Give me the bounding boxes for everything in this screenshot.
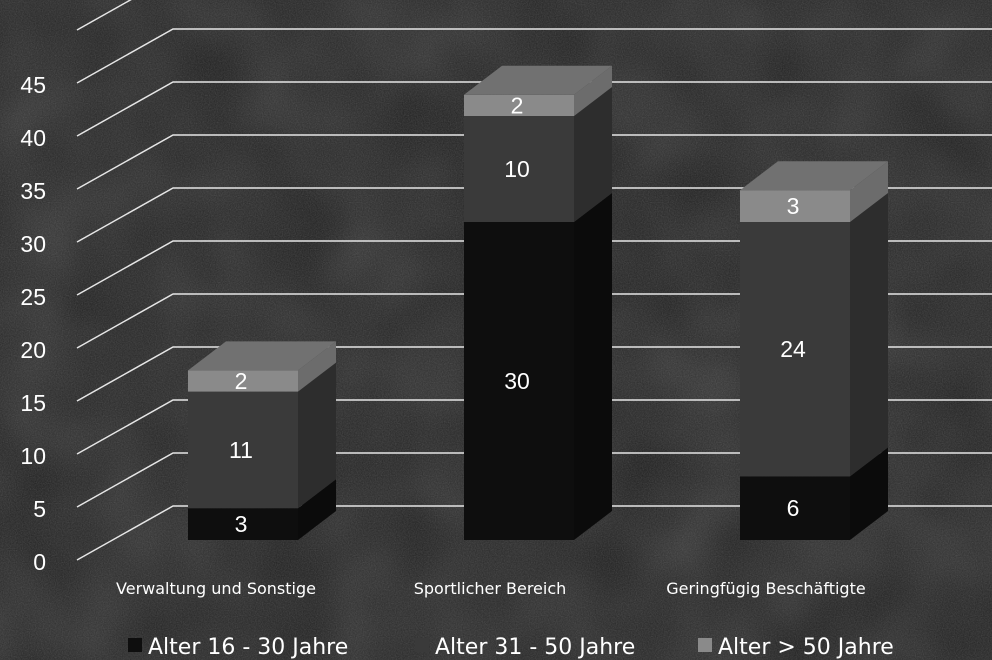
category-label: Geringfügig Beschäftigte xyxy=(666,579,865,598)
bar-stack-2 xyxy=(740,161,888,540)
bar-segment-side xyxy=(574,193,612,540)
y-tick-label: 25 xyxy=(20,284,46,310)
bar-segment-side xyxy=(850,447,888,540)
gridline-50 xyxy=(76,0,132,31)
legend-item-0: Alter 16 - 30 Jahre xyxy=(128,635,348,660)
legend-label: Alter > 50 Jahre xyxy=(718,635,894,660)
data-label: 2 xyxy=(511,92,524,118)
bars xyxy=(188,65,888,540)
bar-stack-1 xyxy=(464,65,612,540)
category-label: Verwaltung und Sonstige xyxy=(116,579,316,598)
y-tick-label: 45 xyxy=(20,72,46,98)
bar-segment-side xyxy=(850,193,888,477)
data-label: 2 xyxy=(235,368,248,394)
bar-top-face xyxy=(464,65,612,95)
gridline-5 xyxy=(76,452,992,508)
y-tick-label: 0 xyxy=(33,549,46,575)
data-label: 11 xyxy=(229,437,253,463)
bar-stack-0 xyxy=(188,341,336,540)
bar-segment-side xyxy=(574,65,612,116)
y-tick-label: 20 xyxy=(20,337,46,363)
legend-item-1: Alter 31 - 50 Jahre xyxy=(415,635,635,660)
category-label: Sportlicher Bereich xyxy=(414,579,567,598)
data-label: 30 xyxy=(504,368,530,394)
gridline-0 xyxy=(76,505,992,561)
data-label: 10 xyxy=(504,156,530,182)
y-tick-label: 40 xyxy=(20,125,46,151)
bar-segment-side xyxy=(574,87,612,222)
y-tick-label: 35 xyxy=(20,178,46,204)
bar-segment-front xyxy=(464,116,574,222)
data-label: 3 xyxy=(235,511,248,537)
bar-segment-side xyxy=(298,362,336,509)
bar-segment-front xyxy=(188,370,298,392)
legend-label: Alter 31 - 50 Jahre xyxy=(435,635,635,660)
data-label: 3 xyxy=(787,193,800,219)
gridline-35 xyxy=(76,134,992,190)
bar-segment-side xyxy=(850,161,888,222)
bar-segment-side xyxy=(298,341,336,392)
legend-item-2: Alter > 50 Jahre xyxy=(698,635,894,660)
bar-segment-front xyxy=(188,391,298,509)
gridline-45 xyxy=(76,28,992,84)
y-tick-label: 15 xyxy=(20,390,46,416)
bar-segment-front xyxy=(740,222,850,477)
bar-top-face xyxy=(740,161,888,191)
bar-segment-front xyxy=(740,476,850,540)
data-label: 6 xyxy=(787,495,800,521)
legend-swatch xyxy=(698,638,712,652)
bar-segment-front xyxy=(188,508,298,540)
gridline-20 xyxy=(76,293,992,349)
gridline-25 xyxy=(76,240,992,296)
legend-label: Alter 16 - 30 Jahre xyxy=(148,635,348,660)
legend: Alter 16 - 30 Jahre Alter 31 - 50 Jahre Al… xyxy=(128,635,894,660)
gridline-30 xyxy=(76,187,992,243)
bar-segment-front xyxy=(464,222,574,540)
bar-segment-side xyxy=(298,479,336,540)
legend-swatch xyxy=(415,638,429,652)
data-label: 24 xyxy=(780,336,806,362)
labels: 0 5 10 15 20 25 30 35 40 45 3 11 2 30 10 2 6 24 3 Verwaltun… xyxy=(20,72,865,598)
y-tick-label: 10 xyxy=(20,443,46,469)
bar-segment-front xyxy=(740,190,850,222)
bar-segment-front xyxy=(464,94,574,116)
gridline-15 xyxy=(76,346,992,402)
gridline-40 xyxy=(76,81,992,137)
bar-top-face xyxy=(188,341,336,371)
gridline-10 xyxy=(76,399,992,455)
gridlines xyxy=(76,0,992,561)
y-tick-label: 5 xyxy=(33,496,46,522)
legend-swatch xyxy=(128,638,142,652)
y-tick-label: 30 xyxy=(20,231,46,257)
